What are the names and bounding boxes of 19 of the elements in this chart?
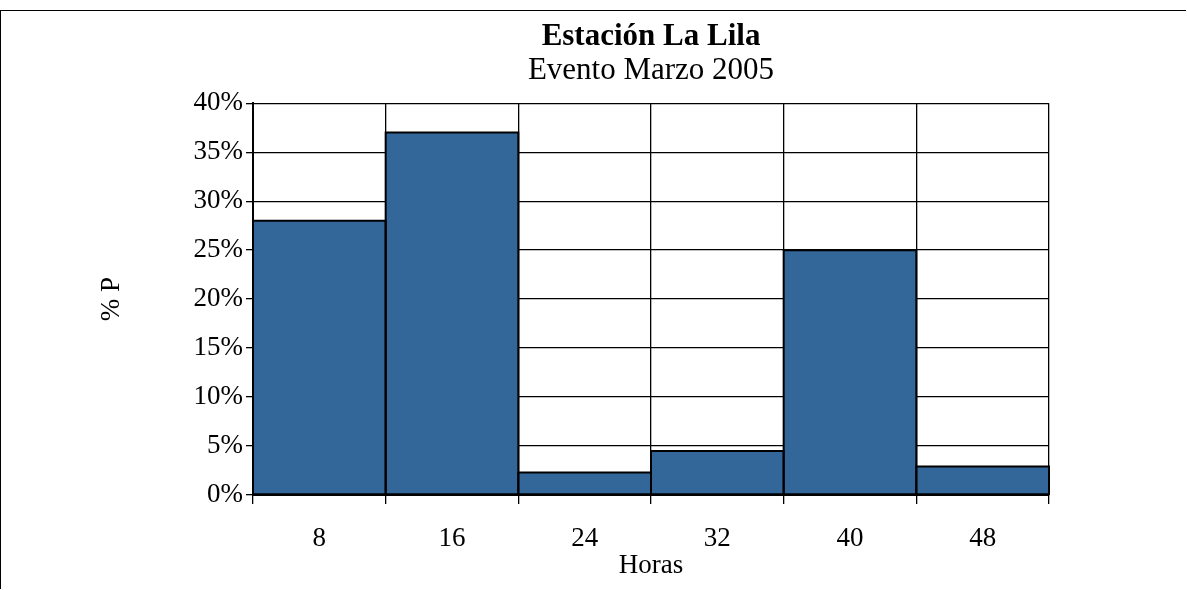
x-axis-title: Horas (618, 548, 684, 579)
y-tick-label: 35% (193, 135, 243, 166)
y-tick-label: 25% (193, 233, 243, 264)
y-tick-label: 10% (193, 380, 243, 411)
x-tick-label: 8 (312, 522, 327, 553)
chart-title: Estación La Lila (541, 17, 761, 53)
y-tick-label: 0% (207, 478, 243, 509)
y-tick-label: 30% (193, 184, 243, 215)
y-tick-label: 5% (207, 429, 243, 460)
y-tick-label: 40% (193, 86, 243, 117)
y-axis-title: % P (95, 276, 126, 322)
x-tick-label: 48 (969, 522, 997, 553)
x-tick-label: 24 (571, 522, 599, 553)
x-tick-label: 40 (836, 522, 864, 553)
y-tick-label: 15% (193, 331, 243, 362)
chart-subtitle: Evento Marzo 2005 (527, 51, 775, 87)
x-tick-label: 16 (438, 522, 466, 553)
y-tick-label: 20% (193, 282, 243, 313)
x-tick-label: 32 (703, 522, 731, 553)
